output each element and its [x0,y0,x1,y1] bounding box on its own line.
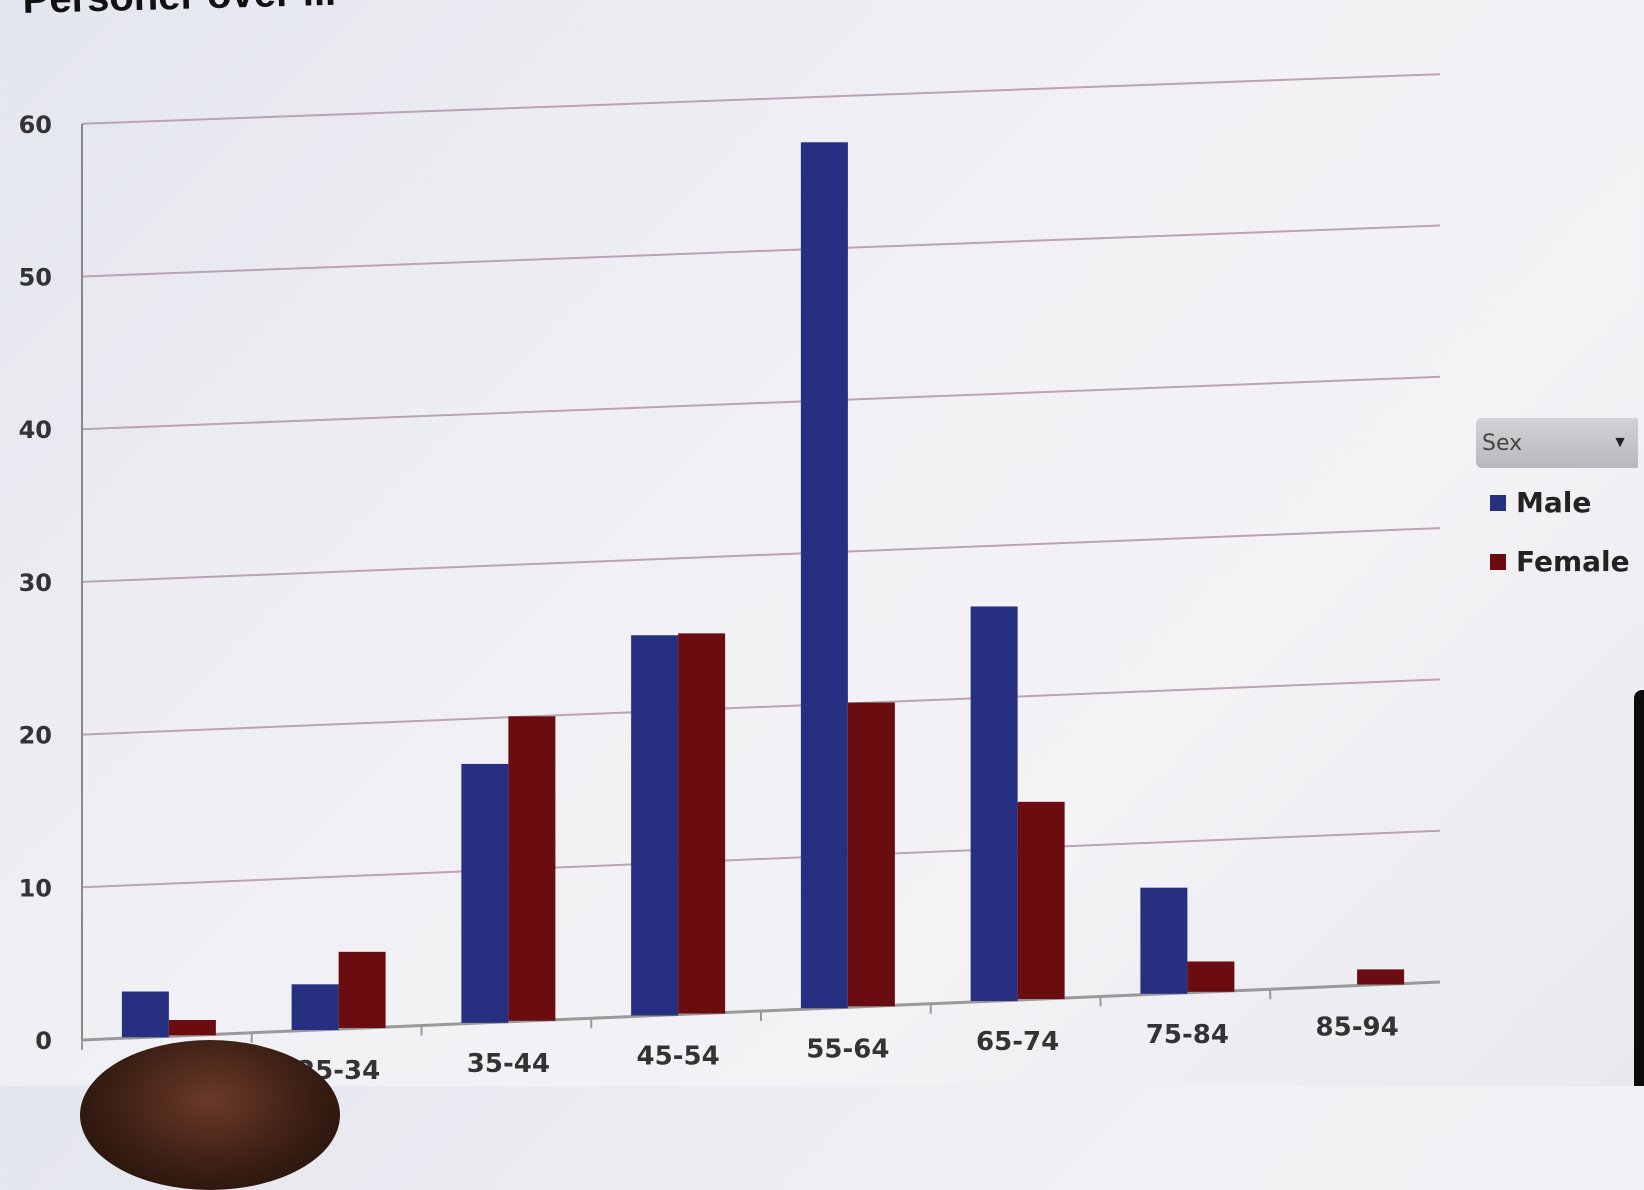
bar-male-3 [461,763,509,1023]
bar-female-8 [1357,969,1405,985]
y-tick-label: 30 [19,569,52,597]
legend-swatch-male [1490,494,1506,511]
audience-head [80,1040,340,1190]
bar-female-6 [1017,801,1065,1000]
y-tick-label: 10 [19,874,52,902]
gridline [81,375,1441,431]
y-tick-label: 0 [35,1027,52,1055]
gridline [81,224,1441,278]
y-tick-label: 50 [19,264,52,292]
legend-label-male: Male [1516,486,1592,519]
x-tick-label: 45-54 [637,1042,720,1072]
gridline [81,527,1441,583]
bar-male-7 [1140,887,1188,994]
x-tick-label: 65-74 [976,1027,1059,1057]
x-tick-label: 35-44 [467,1049,550,1079]
bars [121,142,1405,1038]
legend: Sex ▼ Male Female [1476,418,1644,578]
gridlines [81,73,1441,889]
presenter-silhouette [1634,690,1644,1086]
sex-filter-label: Sex [1482,430,1523,456]
bar-female-5 [847,702,895,1007]
bar-male-2 [291,984,339,1031]
bar-male-4 [631,635,679,1016]
bar-female-2 [338,951,386,1029]
gridline [81,73,1441,125]
bar-female-4 [678,633,726,1014]
dropdown-arrow-icon[interactable]: ▼ [1612,434,1628,451]
legend-swatch-female [1490,553,1506,570]
legend-item-male: Male [1490,486,1644,519]
y-tick-label: 20 [19,722,52,750]
bar-male-5 [800,142,848,1009]
x-tick-label: 75-84 [1146,1020,1229,1050]
bar-male-6 [970,606,1018,1002]
bar-female-1 [168,1020,216,1036]
axes [81,123,1441,1050]
bar-male-1 [121,991,169,1038]
gridline [81,829,1441,889]
bar-female-7 [1187,961,1235,992]
y-tick-label: 60 [19,111,52,139]
x-tick-label: 55-64 [806,1034,889,1064]
gridline [81,678,1441,736]
x-tick-label: 85-94 [1316,1013,1399,1043]
legend-label-female: Female [1516,545,1630,578]
y-tick-label: 40 [19,416,52,444]
sex-filter-dropdown[interactable]: Sex ▼ [1476,418,1638,468]
bar-female-3 [508,716,556,1021]
legend-item-female: Female [1490,545,1644,578]
